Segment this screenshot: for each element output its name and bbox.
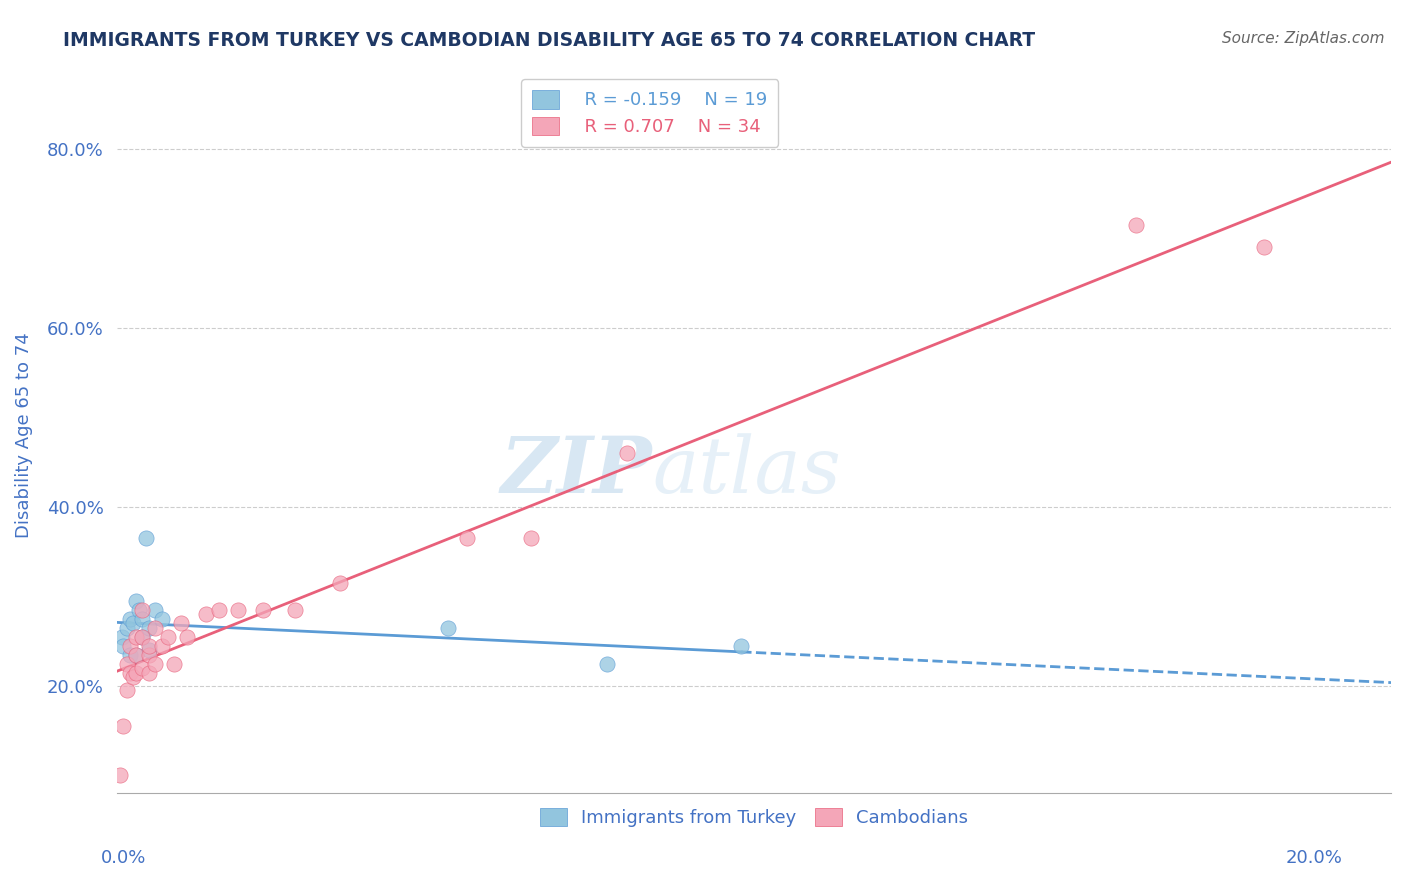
Point <box>112 719 135 733</box>
Point <box>118 612 141 626</box>
Point <box>125 594 148 608</box>
Point <box>131 630 153 644</box>
Point <box>138 643 160 657</box>
Point <box>596 657 619 671</box>
Point <box>1125 218 1147 232</box>
Point <box>163 657 186 671</box>
Point <box>252 603 274 617</box>
Point <box>616 446 638 460</box>
Point <box>125 630 148 644</box>
Point <box>125 648 148 662</box>
Text: atlas: atlas <box>652 433 841 509</box>
Point <box>118 648 141 662</box>
Point <box>108 768 131 782</box>
Point <box>208 603 231 617</box>
Point <box>122 670 145 684</box>
Point <box>115 621 138 635</box>
Point <box>128 603 150 617</box>
Text: ZIP: ZIP <box>501 433 652 509</box>
Point <box>1253 240 1275 254</box>
Legend: Immigrants from Turkey, Cambodians: Immigrants from Turkey, Cambodians <box>533 801 976 834</box>
Point <box>226 603 249 617</box>
Point <box>122 616 145 631</box>
Point <box>456 531 478 545</box>
Point <box>143 621 166 635</box>
Text: IMMIGRANTS FROM TURKEY VS CAMBODIAN DISABILITY AGE 65 TO 74 CORRELATION CHART: IMMIGRANTS FROM TURKEY VS CAMBODIAN DISA… <box>63 31 1035 50</box>
Point <box>111 630 134 644</box>
Point <box>125 665 148 680</box>
Point <box>195 607 218 622</box>
Point <box>115 657 138 671</box>
Point <box>131 661 153 675</box>
Point <box>118 665 141 680</box>
Y-axis label: Disability Age 65 to 74: Disability Age 65 to 74 <box>15 333 32 538</box>
Point <box>156 630 179 644</box>
Point <box>138 648 160 662</box>
Point <box>150 612 173 626</box>
Point <box>730 639 752 653</box>
Point <box>437 621 460 635</box>
Point <box>176 630 198 644</box>
Point <box>112 639 135 653</box>
Point <box>135 531 157 545</box>
Point <box>131 603 153 617</box>
Point <box>125 648 148 662</box>
Point <box>115 683 138 698</box>
Text: 0.0%: 0.0% <box>101 849 146 867</box>
Point <box>284 603 307 617</box>
Point <box>143 657 166 671</box>
Point <box>138 665 160 680</box>
Point <box>150 639 173 653</box>
Point <box>118 639 141 653</box>
Point <box>131 612 153 626</box>
Point <box>520 531 543 545</box>
Text: Source: ZipAtlas.com: Source: ZipAtlas.com <box>1222 31 1385 46</box>
Point <box>169 616 191 631</box>
Point <box>138 639 160 653</box>
Point <box>143 603 166 617</box>
Point <box>138 621 160 635</box>
Text: 20.0%: 20.0% <box>1286 849 1343 867</box>
Point <box>131 630 153 644</box>
Point <box>329 576 352 591</box>
